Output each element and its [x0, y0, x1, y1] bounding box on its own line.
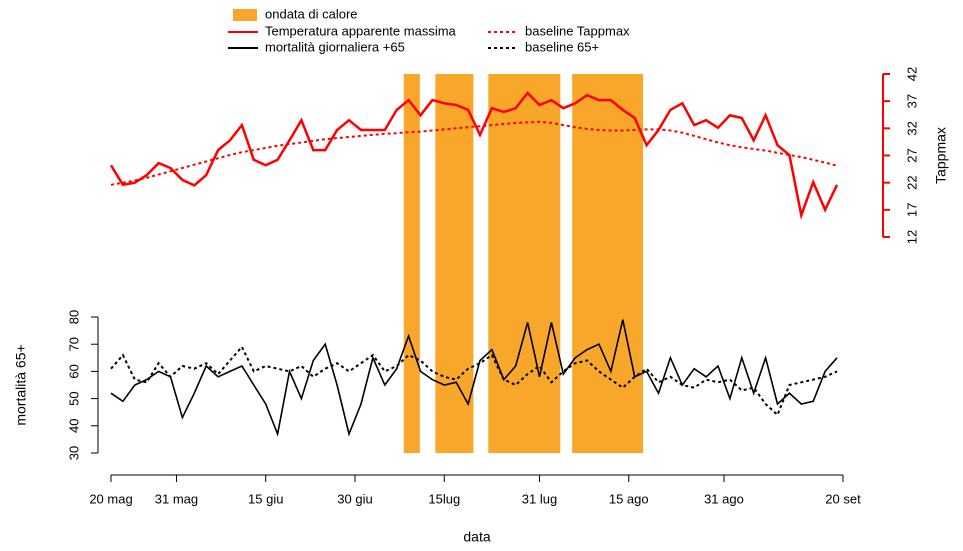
- x-tick-label: 15lug: [428, 491, 460, 506]
- x-tick-label: 20 mag: [89, 491, 132, 506]
- series-line: [110, 345, 838, 417]
- y-tick-label: 80: [66, 310, 81, 324]
- legend-label: Temperatura apparente massima: [265, 23, 457, 38]
- x-tick-label: 20 set: [825, 491, 861, 506]
- y2-tick-label: 32: [904, 121, 919, 135]
- series-line: [109, 91, 839, 220]
- legend-swatch: [233, 9, 257, 21]
- y-tick-label: 40: [66, 419, 81, 433]
- legend-label: baseline 65+: [525, 39, 599, 54]
- y2-tick-label: 22: [904, 175, 919, 189]
- y2-tick-label: 12: [904, 230, 919, 244]
- heatwave-band: [572, 74, 644, 453]
- y2-tick-label: 27: [904, 148, 919, 162]
- x-tick-label: 30 giu: [337, 491, 372, 506]
- legend-label: mortalità giornaliera +65: [265, 39, 405, 54]
- y2-axis-title: Tappmax: [933, 127, 949, 184]
- legend-label: ondata di calore: [265, 6, 358, 21]
- y2-tick-label: 17: [904, 203, 919, 217]
- x-tick-label: 15 giu: [248, 491, 283, 506]
- y-tick-label: 70: [66, 337, 81, 351]
- series-line: [110, 120, 838, 186]
- heatwave-band: [435, 74, 474, 453]
- series-line: [110, 319, 838, 437]
- y-axis-title: mortalità 65+: [13, 344, 29, 425]
- y-tick-label: 30: [66, 446, 81, 460]
- y2-tick-label: 37: [904, 94, 919, 108]
- y2-tick-label: 42: [904, 67, 919, 81]
- heatwave-band: [403, 74, 420, 453]
- x-tick-label: 31 lug: [522, 491, 557, 506]
- legend-label: baseline Tappmax: [525, 23, 630, 38]
- x-tick-label: 31 ago: [704, 491, 744, 506]
- x-tick-label: 15 ago: [609, 491, 649, 506]
- y-tick-label: 50: [66, 391, 81, 405]
- x-axis-title: data: [463, 529, 490, 545]
- y-tick-label: 60: [66, 364, 81, 378]
- heatwave-band: [488, 74, 561, 453]
- x-tick-label: 31 mag: [155, 491, 198, 506]
